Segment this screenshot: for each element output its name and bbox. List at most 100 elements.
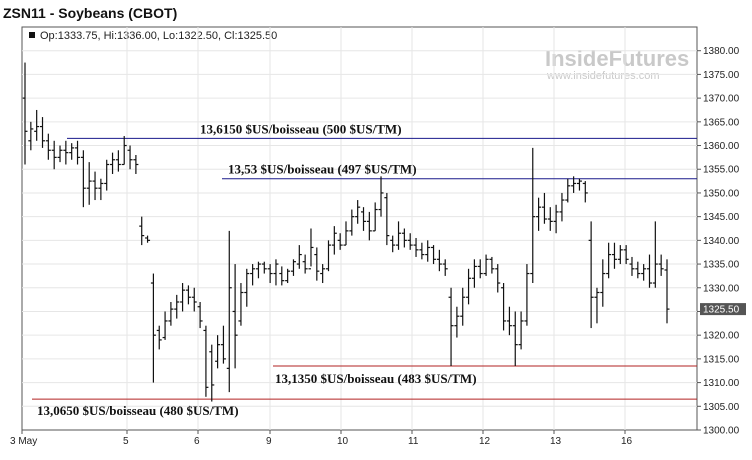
x-tick-label: 10 — [337, 436, 349, 447]
chart-title: ZSN11 - Soybeans (CBOT) — [3, 5, 177, 21]
y-tick-label: 1310.00 — [703, 378, 740, 389]
ohlc-bar — [180, 283, 186, 312]
ohlc-bar — [512, 311, 518, 366]
ohlc-bar — [209, 344, 215, 402]
ohlc-bar — [372, 202, 378, 232]
ohlc-bar — [185, 285, 191, 305]
ohlc-bar — [664, 259, 670, 324]
y-tick-label: 1375.00 — [703, 70, 740, 81]
ohlc-bar — [471, 259, 477, 288]
y-tick-label: 1305.00 — [703, 402, 740, 413]
ohlc-bar — [588, 221, 594, 329]
ohlc-bar — [541, 192, 547, 224]
ohlc-bar — [28, 121, 34, 151]
ohlc-bar — [308, 228, 314, 270]
ohlc-bar — [156, 325, 162, 350]
ohlc-bar — [92, 171, 98, 201]
ohlc-bar — [495, 264, 501, 293]
y-tick-label: 1370.00 — [703, 94, 740, 105]
x-tick-label: 13 — [550, 436, 562, 447]
y-tick-label: 1350.00 — [703, 188, 740, 199]
ohlc-bar — [431, 245, 437, 265]
ohlc-bar — [104, 159, 110, 191]
ohlc-bar — [162, 311, 168, 340]
price-levels: 13,6150 $US/boisseau (500 $US/TM) 13,53 $… — [32, 121, 697, 418]
ohlc-bar — [425, 240, 431, 262]
ohlc-bar — [98, 178, 104, 201]
ohlc-bar — [582, 181, 588, 203]
ohlc-bar — [506, 306, 512, 336]
ohlc-bar — [80, 150, 86, 208]
ohlc-bar — [238, 283, 244, 326]
ohlc-bar — [51, 140, 57, 170]
ohlc-bar — [45, 133, 51, 160]
watermark-url: www.insidefutures.com — [546, 70, 660, 82]
ohlc-bar — [483, 254, 489, 276]
ohlc-bar — [150, 273, 156, 383]
ohlc-bar — [384, 192, 390, 246]
ohlc-bar — [273, 259, 279, 286]
ohlc-bar — [325, 240, 331, 272]
ohlc-bar — [355, 200, 361, 224]
price-level-label: 13,6150 $US/boisseau (500 $US/TM) — [200, 121, 402, 136]
ohlc-bar — [600, 259, 606, 307]
ohlc-bar — [652, 221, 658, 288]
ohlc-bar — [366, 211, 372, 241]
ohlc-bar — [547, 207, 553, 231]
ohlc-bar — [40, 117, 46, 148]
ohlc-bar — [22, 62, 28, 165]
ohlc-bar — [296, 245, 302, 269]
ohlc-bar — [267, 264, 273, 284]
ohlc-bar — [361, 207, 367, 231]
x-axis: 3 May 5 6 9 10 11 12 13 16 — [10, 430, 633, 447]
ohlc-bar — [34, 109, 40, 141]
ohlc-bar — [285, 268, 291, 284]
ohlc-bar — [477, 259, 483, 279]
ohlc-bar — [489, 256, 495, 274]
ohlc-bar — [594, 287, 600, 324]
ohlc-bar — [413, 237, 419, 257]
ohlc-bar — [442, 259, 448, 276]
ohlc-bar — [454, 306, 460, 338]
x-tick-label: 11 — [408, 436, 419, 447]
y-tick-label: 1340.00 — [703, 236, 740, 247]
ohlc-bar — [530, 147, 536, 284]
ohlc-bar — [197, 301, 203, 329]
ohlc-bar — [191, 287, 197, 312]
ohlc-bar — [565, 178, 571, 203]
y-tick-label: 1360.00 — [703, 141, 740, 152]
ohlc-bar — [518, 311, 524, 350]
x-tick-label: 12 — [479, 436, 491, 447]
ohlc-bar — [611, 242, 617, 269]
ohlc-bar — [279, 266, 285, 286]
last-price-label: 1325.50 — [703, 305, 740, 316]
ohlc-bars — [22, 62, 670, 402]
ohlc-bar — [314, 247, 320, 281]
y-axis: 1300.00 1305.00 1310.00 1315.00 1320.00 1325.… — [697, 46, 740, 437]
ohlc-bar — [127, 145, 133, 170]
ohlc-bar — [658, 254, 664, 276]
x-tick-label: 5 — [123, 436, 129, 447]
ohlc-bar — [331, 226, 337, 255]
ohlc-bar — [343, 221, 349, 246]
ohlc-bar — [466, 268, 472, 305]
ohlc-bar — [133, 155, 139, 174]
ohlc-bar — [536, 197, 542, 231]
gridlines — [22, 27, 697, 430]
ohlc-bar — [250, 264, 256, 286]
watermark-brand: InsideFutures — [545, 46, 689, 71]
ohlc-bar — [349, 209, 355, 236]
ohlc-bar — [290, 259, 296, 276]
ohlc-bar — [302, 254, 308, 274]
ohlc-bar — [524, 264, 530, 326]
ohlc-bar — [396, 221, 402, 250]
ohlc-bar — [121, 136, 127, 166]
y-tick-label: 1365.00 — [703, 117, 740, 128]
ohlc-bar — [174, 294, 180, 319]
ohlc-bar — [576, 178, 582, 191]
ohlc-bar — [255, 261, 261, 279]
x-tick-label: 9 — [266, 436, 272, 447]
y-tick-label: 1300.00 — [703, 426, 740, 437]
y-tick-label: 1380.00 — [703, 46, 740, 57]
last-price-tag: 1325.50 — [700, 303, 746, 316]
